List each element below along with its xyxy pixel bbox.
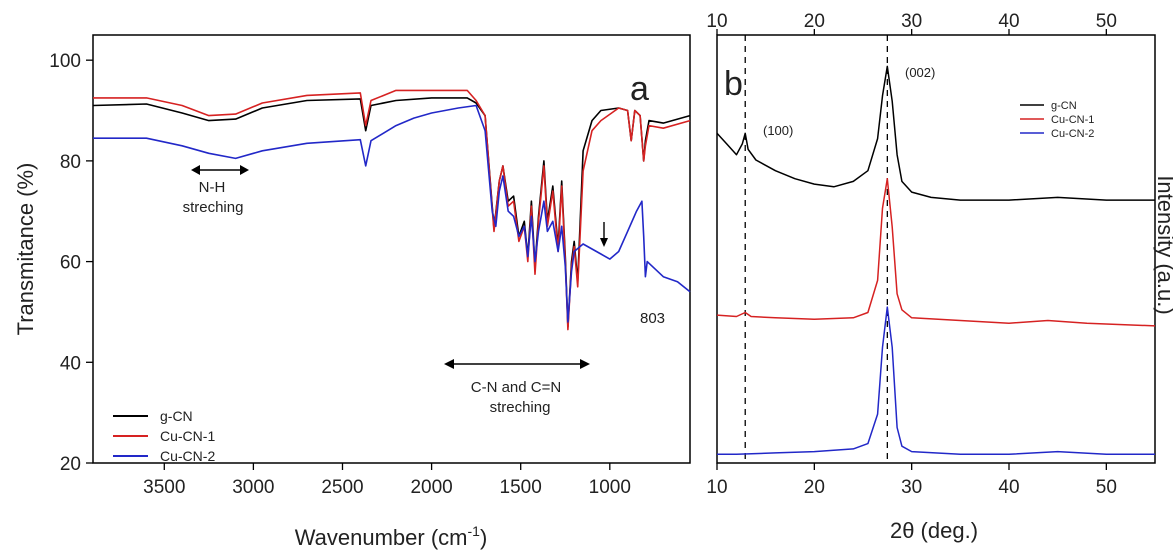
xrd-top-tick-label: 20 [804, 11, 825, 32]
ftir-x-tick-label: 1500 [500, 477, 542, 498]
cn-stretch-annotation: C-N and C=N streching [444, 359, 590, 416]
xrd-chart: 10 20 30 40 50 10 20 30 40 50 b (100) (002) 2θ (d… [706, 11, 1173, 543]
legend-label-cu-cn-1: Cu-CN-1 [160, 428, 215, 444]
peak-803-label: 803 [640, 310, 665, 327]
ftir-series-cu-cn-1 [93, 89, 691, 331]
ftir-chart: 3500 3000 2500 2000 1500 1000 20 40 60 80 100 a Tr… [13, 34, 691, 550]
peak-002-label: (002) [905, 65, 935, 80]
peak-100-label: (100) [763, 123, 793, 138]
ftir-series-cu-cn-2 [93, 104, 691, 323]
ftir-x-axis-title-main: Wavenumber (cm [295, 525, 468, 550]
nh-label-stretch: streching [183, 199, 244, 216]
legend-label-g-cn: g-CN [160, 408, 193, 424]
xrd-legend: g-CN Cu-CN-1 Cu-CN-2 [1020, 100, 1094, 140]
xrd-legend-label-cu-cn-2: Cu-CN-2 [1051, 128, 1094, 140]
xrd-x-tick-label: 20 [804, 477, 825, 498]
nh-stretch-annotation: N-H streching [183, 165, 249, 216]
xrd-y-axis-title: Intensity (a.u.) [1153, 175, 1173, 314]
xrd-x-tick-label: 50 [1096, 477, 1117, 498]
xrd-legend-label-cu-cn-1: Cu-CN-1 [1051, 114, 1094, 126]
ftir-x-axis-title-sup: -1 [468, 523, 481, 539]
xrd-top-tick-label: 40 [998, 11, 1019, 32]
xrd-x-axis-title: 2θ (deg.) [890, 518, 978, 543]
ftir-y-tick-label: 40 [60, 353, 81, 374]
cn-label-stretch: streching [490, 399, 551, 416]
ftir-y-tick-label: 20 [60, 454, 81, 475]
ftir-x-axis-title: Wavenumber (cm-1) [295, 523, 488, 550]
xrd-plot-frame [716, 34, 1156, 464]
ftir-x-tick-label: 2000 [410, 477, 452, 498]
ftir-x-tick-label: 2500 [321, 477, 363, 498]
xrd-reference-lines [744, 35, 888, 463]
ftir-y-tick-label: 80 [60, 152, 81, 173]
xrd-top-tick-label: 10 [706, 11, 727, 32]
xrd-x-tick-label: 40 [998, 477, 1019, 498]
nh-arrow-left-head [191, 165, 200, 175]
down-arrow-annotation [600, 222, 608, 247]
cn-arrow-right-head [580, 359, 590, 369]
ftir-x-tick-label: 3500 [143, 477, 185, 498]
xrd-panel-label: b [724, 65, 743, 103]
xrd-x-tick-label: 30 [901, 477, 922, 498]
down-arrow-head [600, 238, 608, 247]
xrd-series-cu-cn-2 [717, 306, 1155, 456]
xrd-ticks: 10 20 30 40 50 10 20 30 40 50 [706, 11, 1116, 498]
ftir-x-tick-label: 1000 [589, 477, 631, 498]
xrd-top-tick-label: 50 [1096, 11, 1117, 32]
ftir-x-tick-label: 3000 [232, 477, 274, 498]
ftir-y-tick-label: 100 [49, 51, 81, 72]
xrd-top-tick-label: 30 [901, 11, 922, 32]
ftir-y-axis-title: Transmitance (%) [13, 163, 38, 336]
cn-label: C-N and C=N [471, 379, 561, 396]
ftir-panel-label: a [630, 70, 649, 108]
cn-arrow-left-head [444, 359, 454, 369]
xrd-x-tick-label: 10 [706, 477, 727, 498]
legend-label-cu-cn-2: Cu-CN-2 [160, 448, 215, 464]
xrd-series-g-cn [716, 65, 1155, 201]
ftir-series [92, 89, 691, 331]
ftir-legend: g-CN Cu-CN-1 Cu-CN-2 [113, 408, 215, 464]
nh-arrow-right-head [240, 165, 249, 175]
xrd-series [716, 65, 1156, 456]
xrd-legend-label-g-cn: g-CN [1051, 100, 1077, 112]
ftir-plot-frame [92, 34, 691, 464]
ftir-x-axis-title-close: ) [480, 525, 487, 550]
ftir-ticks: 3500 3000 2500 2000 1500 1000 20 40 60 80 100 [49, 51, 631, 498]
nh-label: N-H [199, 179, 226, 196]
ftir-y-tick-label: 60 [60, 253, 81, 274]
xrd-series-cu-cn-1 [716, 177, 1156, 327]
